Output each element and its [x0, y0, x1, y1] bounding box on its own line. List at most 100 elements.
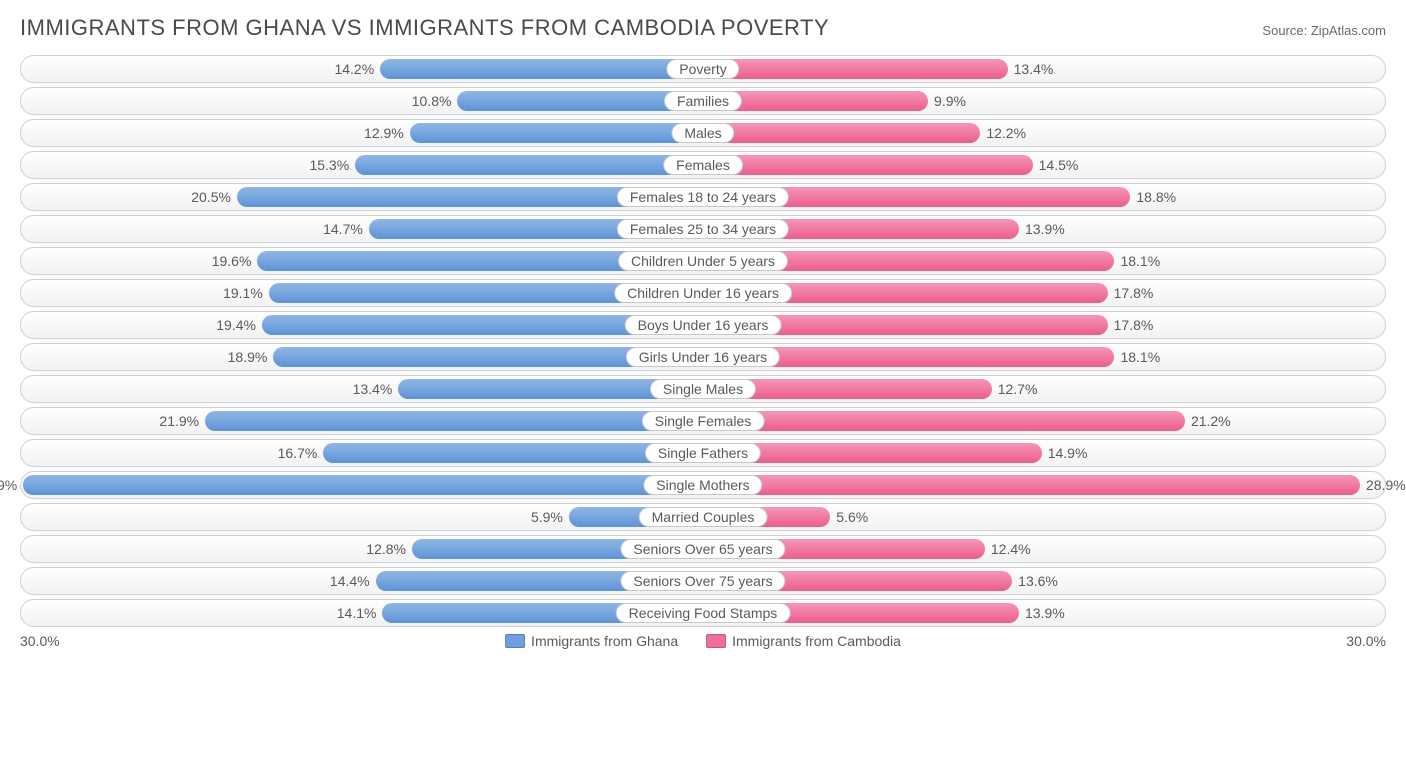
legend: Immigrants from Ghana Immigrants from Ca… [505, 633, 901, 649]
chart-row: 20.5% 18.8% Females 18 to 24 years [20, 183, 1386, 211]
row-right-half: 12.4% [703, 536, 1385, 562]
row-left-half: 21.9% [21, 408, 703, 434]
value-right: 13.6% [1012, 568, 1058, 594]
value-right: 13.4% [1008, 56, 1054, 82]
category-label: Receiving Food Stamps [616, 603, 791, 623]
legend-label-right: Immigrants from Cambodia [732, 633, 901, 649]
value-left: 20.5% [191, 184, 237, 210]
value-left: 13.4% [353, 376, 399, 402]
legend-label-left: Immigrants from Ghana [531, 633, 678, 649]
category-label: Males [671, 123, 734, 143]
row-left-half: 14.2% [21, 56, 703, 82]
value-right: 18.8% [1130, 184, 1176, 210]
chart-row: 14.2% 13.4% Poverty [20, 55, 1386, 83]
value-left: 15.3% [309, 152, 355, 178]
value-right: 14.9% [1042, 440, 1088, 466]
bar-left [410, 123, 703, 143]
diverging-bar-chart: 14.2%13.4%Poverty10.8%9.9%Families12.9%1… [20, 55, 1386, 627]
category-label: Seniors Over 65 years [620, 539, 785, 559]
bar-left [355, 155, 703, 175]
category-label: Females [663, 155, 743, 175]
value-right: 12.2% [980, 120, 1026, 146]
value-left: 19.6% [212, 248, 258, 274]
chart-row: 12.9%12.2%Males [20, 119, 1386, 147]
chart-row: 10.8%9.9%Families [20, 87, 1386, 115]
category-label: Single Females [642, 411, 765, 431]
row-left-half: 10.8% [21, 88, 703, 114]
row-right-half: 17.8% [703, 280, 1385, 306]
row-right-half: 17.8% [703, 312, 1385, 338]
bar-left [380, 59, 703, 79]
category-label: Single Fathers [645, 443, 761, 463]
value-right: 9.9% [928, 88, 966, 114]
row-left-half: 14.4% [21, 568, 703, 594]
bar-right [703, 411, 1185, 431]
legend-item-left: Immigrants from Ghana [505, 633, 678, 649]
row-left-half: 18.9% [21, 344, 703, 370]
row-left-half: 12.8% [21, 536, 703, 562]
category-label: Poverty [666, 59, 739, 79]
value-left: 14.2% [334, 56, 380, 82]
row-left-half: 19.1% [21, 280, 703, 306]
row-right-half: 28.9% [703, 472, 1385, 498]
category-label: Seniors Over 75 years [620, 571, 785, 591]
value-right: 18.1% [1114, 248, 1160, 274]
value-right: 12.7% [992, 376, 1038, 402]
value-right: 12.4% [985, 536, 1031, 562]
row-right-half: 18.1% [703, 344, 1385, 370]
source-name: ZipAtlas.com [1311, 23, 1386, 38]
row-left-half: 16.7% [21, 440, 703, 466]
chart-row: 16.7% 14.9% Single Fathers [20, 439, 1386, 467]
category-label: Girls Under 16 years [626, 347, 780, 367]
row-right-half: 13.9% [703, 216, 1385, 242]
header: IMMIGRANTS FROM GHANA VS IMMIGRANTS FROM… [20, 15, 1386, 41]
value-left: 18.9% [228, 344, 274, 370]
row-left-half: 20.5% [21, 184, 703, 210]
category-label: Single Males [650, 379, 756, 399]
source: Source: ZipAtlas.com [1262, 23, 1386, 38]
value-left: 19.4% [216, 312, 262, 338]
row-left-half: 13.4% [21, 376, 703, 402]
category-label: Married Couples [639, 507, 768, 527]
value-left: 14.4% [330, 568, 376, 594]
category-label: Children Under 5 years [618, 251, 788, 271]
chart-row: 12.8% 12.4% Seniors Over 65 years [20, 535, 1386, 563]
chart-row: 15.3% 14.5% Females [20, 151, 1386, 179]
row-right-half: 12.7% [703, 376, 1385, 402]
value-right: 13.9% [1019, 216, 1065, 242]
chart-row: 19.1% 17.8% Children Under 16 years [20, 279, 1386, 307]
row-left-half: 5.9% [21, 504, 703, 530]
value-right: 21.2% [1185, 408, 1231, 434]
value-right: 17.8% [1108, 280, 1154, 306]
value-left: 29.9% [0, 472, 23, 498]
row-left-half: 14.7% [21, 216, 703, 242]
value-left: 14.7% [323, 216, 369, 242]
chart-row: 18.9% 18.1%Girls Under 16 years [20, 343, 1386, 371]
value-right: 14.5% [1033, 152, 1079, 178]
value-right: 5.6% [830, 504, 868, 530]
value-right: 17.8% [1108, 312, 1154, 338]
bar-left [205, 411, 703, 431]
category-label: Children Under 16 years [614, 283, 792, 303]
row-right-half: 21.2% [703, 408, 1385, 434]
row-right-half: 5.6% [703, 504, 1385, 530]
chart-footer: 30.0% Immigrants from Ghana Immigrants f… [20, 633, 1386, 655]
chart-row: 29.9%28.9%Single Mothers [20, 471, 1386, 499]
bar-right [703, 59, 1008, 79]
row-right-half: 9.9% [703, 88, 1385, 114]
row-right-half: 18.8% [703, 184, 1385, 210]
legend-swatch-right [706, 634, 726, 648]
bar-left [23, 475, 703, 495]
category-label: Females 18 to 24 years [617, 187, 789, 207]
axis-right-label: 30.0% [1346, 633, 1386, 649]
row-left-half: 14.1% [21, 600, 703, 626]
chart-row: 21.9% 21.2% Single Females [20, 407, 1386, 435]
value-right: 28.9% [1360, 472, 1406, 498]
chart-row: 13.4% 12.7% Single Males [20, 375, 1386, 403]
value-right: 13.9% [1019, 600, 1065, 626]
value-left: 10.8% [412, 88, 458, 114]
chart-row: 19.4%17.8%Boys Under 16 years [20, 311, 1386, 339]
value-left: 12.8% [366, 536, 412, 562]
chart-row: 14.1% 13.9% Receiving Food Stamps [20, 599, 1386, 627]
value-left: 19.1% [223, 280, 269, 306]
